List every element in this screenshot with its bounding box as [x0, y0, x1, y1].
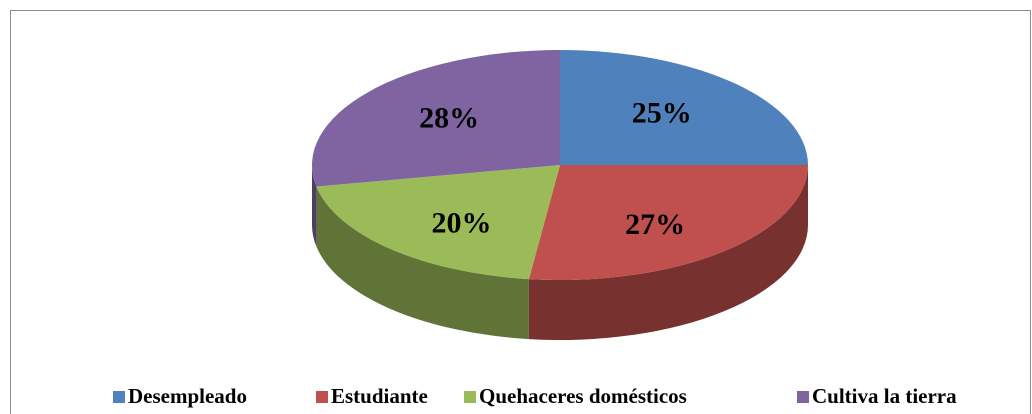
data-label: 28% [419, 101, 479, 134]
data-label: 20% [432, 207, 492, 240]
legend-label: Desempleado [128, 384, 247, 408]
pie-side [528, 165, 809, 340]
pie-slice [528, 165, 809, 280]
pie-slice [316, 165, 560, 280]
pie-slice [312, 50, 560, 187]
legend-label: Cultiva la tierra [812, 384, 957, 408]
data-label: 27% [625, 208, 685, 241]
data-label: 25% [632, 97, 692, 130]
legend-swatch [316, 391, 328, 403]
pie-slice [560, 50, 808, 165]
pie-side [312, 165, 317, 247]
legend-label: Estudiante [331, 384, 428, 408]
pie-side [316, 186, 529, 340]
legend-label: Quehaceres domésticos [479, 384, 687, 408]
legend-swatch [113, 391, 125, 403]
legend-swatch [797, 391, 809, 403]
legend-swatch [464, 391, 476, 403]
